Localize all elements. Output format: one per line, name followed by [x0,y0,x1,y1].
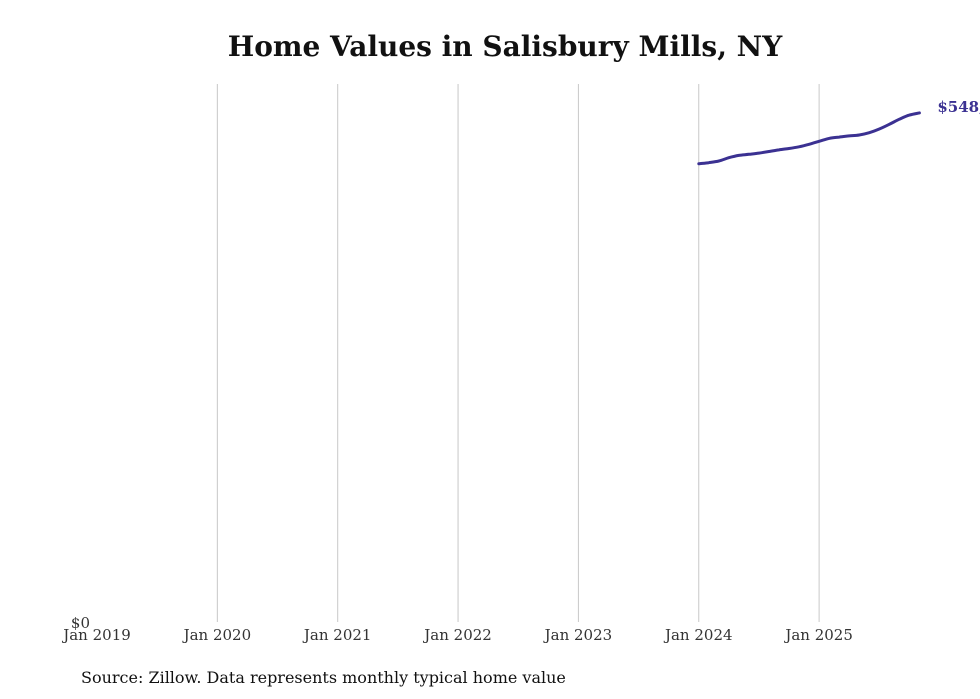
series-line [697,111,921,166]
x-axis-tick-labels: Jan 2019 Jan 2020 Jan 2021 Jan 2022 Jan 2023… [61,626,853,644]
x-tick-label: Jan 2020 [182,626,252,644]
y-tick-label: $0 [71,614,90,632]
x-tick-label: Jan 2024 [663,626,733,644]
series-layer [697,111,921,166]
chart-title: Home Values in Salisbury Mills, NY [227,30,783,63]
x-tick-label: Jan 2023 [543,626,613,644]
x-tick-label: Jan 2019 [61,626,131,644]
end-value-label: $548,799 [937,98,980,116]
y-axis-tick-labels: $0 [71,614,90,632]
x-tick-label: Jan 2025 [783,626,853,644]
source-note: Source: Zillow. Data represents monthly … [81,668,566,687]
grid-layer [216,84,820,622]
x-tick-label: Jan 2022 [422,626,492,644]
end-label-layer: $548,799 [937,98,980,116]
x-tick-label: Jan 2021 [302,626,372,644]
